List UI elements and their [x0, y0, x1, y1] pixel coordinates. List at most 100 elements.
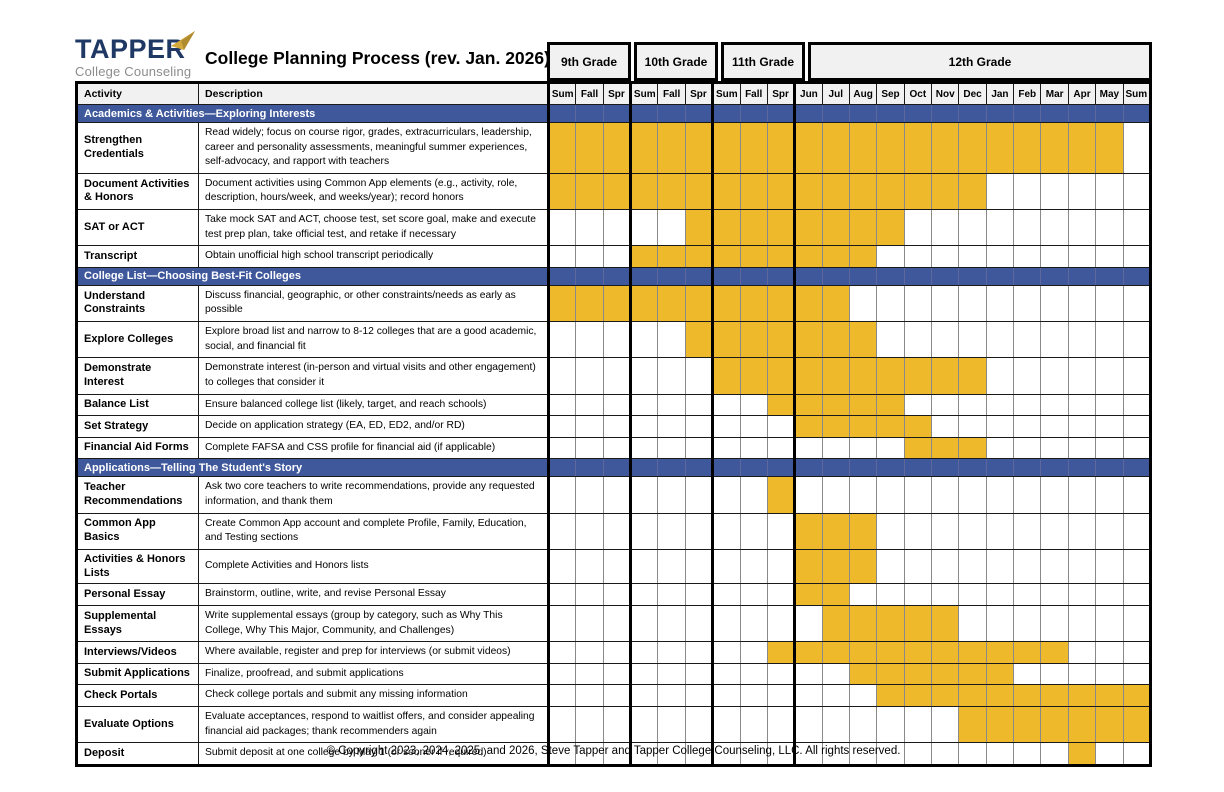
- timeline-cell: [766, 583, 796, 606]
- timeline-cell: [657, 321, 686, 359]
- timeline-cell: [876, 172, 905, 211]
- section-timeline-cell: [766, 266, 796, 286]
- timeline-cell: [1067, 548, 1097, 585]
- timeline-cell: [575, 476, 604, 514]
- timeline-cell: [848, 604, 878, 643]
- task-row: Strengthen Credentials Read widely; focus…: [76, 122, 1152, 174]
- description-cell: Write supplemental essays (group by cate…: [198, 604, 549, 643]
- activity-cell: SAT or ACT: [76, 209, 199, 247]
- timeline-cell: [1013, 476, 1042, 514]
- description-cell: Read widely; focus on course rigor, grad…: [198, 122, 549, 174]
- activity-cell: Explore Colleges: [76, 321, 199, 359]
- activity-cell: Financial Aid Forms: [76, 436, 199, 460]
- timeline-cell: [1095, 662, 1124, 686]
- timeline-cell: [739, 476, 768, 514]
- timeline-cell: [546, 662, 577, 686]
- timeline-cell: [1122, 172, 1152, 211]
- timeline-cell: [739, 583, 768, 606]
- section-timeline-cell: [958, 104, 987, 123]
- timeline-cell: [958, 512, 987, 550]
- timeline-cell: [1095, 548, 1124, 585]
- timeline-cell: [958, 436, 987, 460]
- section-timeline-cell: [931, 266, 960, 286]
- timeline-cell: [684, 209, 714, 247]
- timeline-cell: [657, 172, 686, 211]
- timeline-cell: [958, 684, 987, 707]
- timeline-cell: [848, 512, 878, 550]
- timeline-cell: [848, 321, 878, 359]
- timeline-cell: [848, 662, 878, 686]
- timeline-cell: [629, 641, 659, 664]
- season-column-header: Spr: [602, 82, 632, 105]
- timeline-cell: [766, 641, 796, 664]
- timeline-cell: [876, 284, 905, 323]
- timeline-cell: [711, 284, 741, 323]
- section-timeline-cell: [575, 266, 604, 286]
- season-column-header: Oct: [903, 82, 933, 105]
- description-cell: Decide on application strategy (EA, ED, …: [198, 415, 549, 438]
- timeline-cell: [793, 415, 823, 438]
- timeline-cell: [575, 684, 604, 707]
- timeline-cell: [1040, 583, 1069, 606]
- activity-cell: Interviews/Videos: [76, 641, 199, 664]
- timeline-cell: [931, 662, 960, 686]
- section-timeline-cell: [958, 458, 987, 478]
- timeline-cell: [1040, 415, 1069, 438]
- section-timeline-cell: [821, 104, 850, 123]
- timeline-cell: [821, 321, 850, 359]
- activity-cell: Common App Basics: [76, 512, 199, 550]
- timeline-cell: [1095, 512, 1124, 550]
- timeline-cell: [1013, 122, 1042, 174]
- section-timeline-cell: [903, 266, 933, 286]
- season-column-header: Fall: [575, 82, 604, 105]
- section-timeline-cell: [1095, 104, 1124, 123]
- timeline-cell: [876, 436, 905, 460]
- description-cell: Check college portals and submit any mis…: [198, 684, 549, 707]
- timeline-cell: [821, 641, 850, 664]
- section-timeline-cell: [684, 104, 714, 123]
- task-row: Understand Constraints Discuss financial,…: [76, 284, 1152, 323]
- timeline-cell: [739, 662, 768, 686]
- activity-cell: Understand Constraints: [76, 284, 199, 323]
- timeline-cell: [711, 415, 741, 438]
- timeline-cell: [711, 583, 741, 606]
- timeline-cell: [1122, 583, 1152, 606]
- section-timeline-cell: [1122, 104, 1152, 123]
- timeline-cell: [575, 393, 604, 417]
- section-timeline-cell: [629, 104, 659, 123]
- timeline-cell: [575, 209, 604, 247]
- activity-cell: Teacher Recommendations: [76, 476, 199, 514]
- description-cell: Document activities using Common App ele…: [198, 172, 549, 211]
- timeline-cell: [1122, 393, 1152, 417]
- season-column-header: Jun: [793, 82, 823, 105]
- timeline-cell: [793, 245, 823, 268]
- timeline-cell: [1122, 321, 1152, 359]
- timeline-cell: [848, 415, 878, 438]
- timeline-cell: [711, 641, 741, 664]
- timeline-cell: [903, 357, 933, 395]
- timeline-cell: [1067, 705, 1097, 744]
- timeline-cell: [1095, 321, 1124, 359]
- timeline-cell: [903, 705, 933, 744]
- task-row: Explore Colleges Explore broad list and n…: [76, 321, 1152, 359]
- grade-box: 9th Grade: [547, 42, 631, 81]
- timeline-cell: [629, 172, 659, 211]
- section-timeline-cell: [931, 458, 960, 478]
- timeline-cell: [629, 662, 659, 686]
- timeline-cell: [1013, 548, 1042, 585]
- timeline-cell: [1013, 321, 1042, 359]
- timeline-cell: [684, 122, 714, 174]
- task-row: Teacher Recommendations Ask two core teac…: [76, 476, 1152, 514]
- season-column-header: Spr: [684, 82, 714, 105]
- timeline-cell: [1122, 209, 1152, 247]
- timeline-cell: [931, 583, 960, 606]
- timeline-cell: [985, 583, 1015, 606]
- timeline-cell: [684, 357, 714, 395]
- timeline-cell: [711, 705, 741, 744]
- timeline-cell: [629, 122, 659, 174]
- timeline-cell: [629, 705, 659, 744]
- season-column-header: May: [1095, 82, 1124, 105]
- timeline-cell: [1013, 172, 1042, 211]
- timeline-cell: [739, 357, 768, 395]
- timeline-cell: [546, 415, 577, 438]
